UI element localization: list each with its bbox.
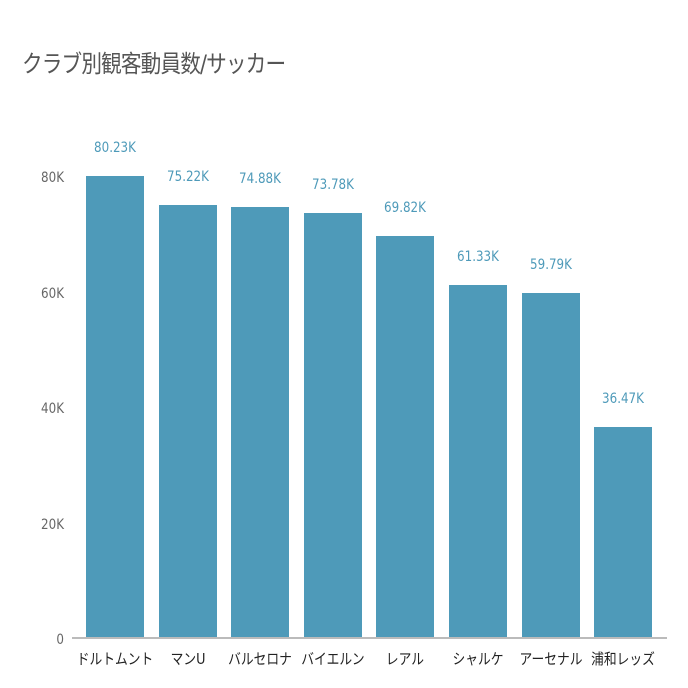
- bar-value-label: 75.22K: [167, 169, 209, 185]
- x-category-label: バイエルン: [301, 650, 365, 668]
- bar: [231, 207, 289, 637]
- bar-value-label: 59.79K: [530, 257, 572, 273]
- bar-value-label: 69.82K: [384, 200, 426, 216]
- bar: [159, 205, 217, 637]
- bar-value-label: 61.33K: [457, 249, 499, 265]
- bar: [449, 285, 507, 637]
- x-category-label: ドルトムント: [76, 650, 154, 668]
- chart-title: クラブ別観客動員数/サッカー: [22, 50, 286, 78]
- x-category-label: マンU: [170, 650, 206, 668]
- bar-value-label: 36.47K: [602, 391, 644, 407]
- x-category-label: 浦和レッズ: [591, 650, 655, 668]
- bar: [86, 176, 144, 637]
- bar-value-label: 80.23K: [94, 140, 136, 156]
- bar: [522, 293, 580, 637]
- x-category-label: レアル: [385, 650, 425, 668]
- bar-value-label: 74.88K: [239, 171, 281, 187]
- x-category-label: バルセロナ: [228, 650, 292, 668]
- x-axis-line: [72, 637, 667, 639]
- y-tick-label: 20K: [41, 517, 64, 533]
- bar: [304, 213, 362, 637]
- y-tick-label: 40K: [41, 401, 64, 417]
- y-tick-label: 60K: [41, 286, 64, 302]
- y-tick-label: 0: [56, 632, 64, 648]
- y-tick-label: 80K: [41, 170, 64, 186]
- x-category-label: シャルケ: [452, 650, 504, 668]
- bar: [376, 236, 434, 637]
- bar: [594, 427, 652, 637]
- bar-value-label: 73.78K: [312, 177, 354, 193]
- x-category-label: アーセナル: [519, 650, 583, 668]
